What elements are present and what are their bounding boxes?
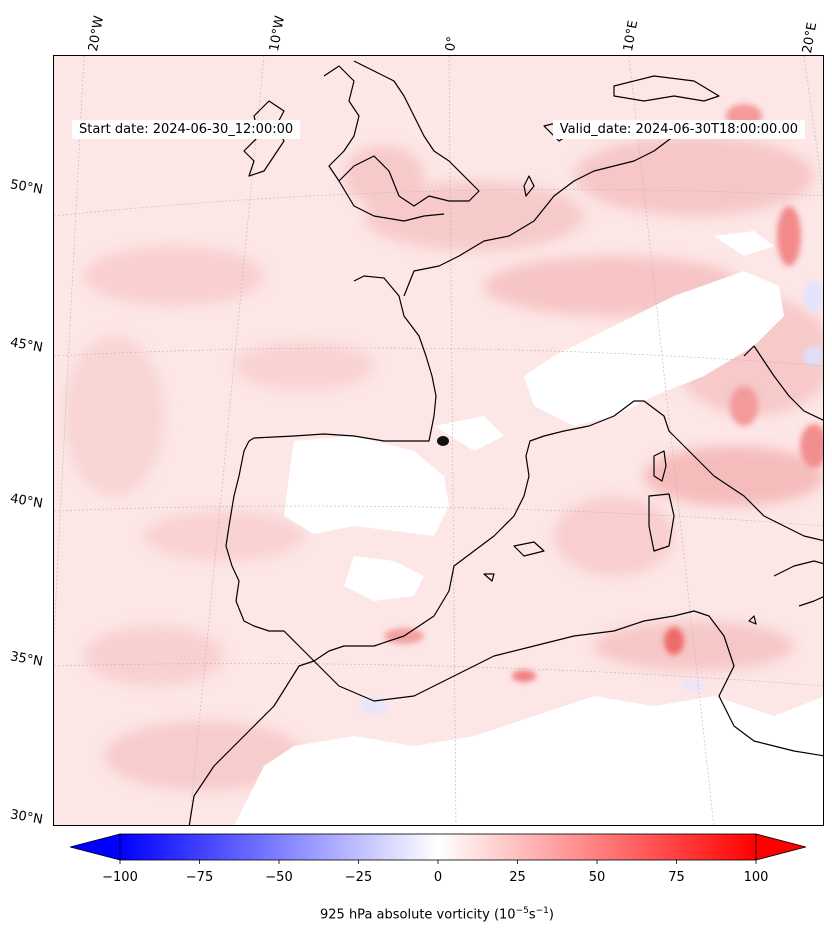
colorbar-title-exp2: −1 bbox=[535, 906, 549, 916]
colorbar-title: 925 hPa absolute vorticity (10−5s−1) bbox=[0, 906, 832, 922]
lat-label-30n: 30°N bbox=[8, 807, 44, 828]
vorticity-neutral-regions bbox=[234, 231, 823, 825]
graticule bbox=[54, 56, 823, 825]
colorbar-tick-label: 50 bbox=[588, 870, 606, 885]
valid-date-label: Valid_date: 2024-06-30T18:00:00.00 bbox=[552, 120, 805, 139]
colorbar-ticks bbox=[119, 860, 757, 864]
lat-label-35n: 35°N bbox=[8, 649, 44, 670]
start-date-label: Start date: 2024-06-30_12:00:00 bbox=[72, 120, 301, 139]
vorticity-map[interactable]: Start date: 2024-06-30_12:00:00 Valid_da… bbox=[53, 55, 824, 826]
colorbar-title-mid: s bbox=[528, 907, 536, 923]
location-marker[interactable] bbox=[437, 436, 449, 446]
map-canvas bbox=[54, 56, 823, 825]
colorbar-gradient bbox=[119, 833, 757, 861]
lon-label-10w: 10°W bbox=[267, 14, 289, 53]
colorbar-title-exp1: −5 bbox=[515, 906, 529, 916]
colorbar-tick-label: −50 bbox=[265, 870, 293, 885]
colorbar-tick-label: 100 bbox=[743, 870, 769, 885]
vorticity-positive-patches bbox=[64, 136, 823, 791]
colorbar-tick-label: −25 bbox=[344, 870, 373, 885]
lon-label-20w: 20°W bbox=[86, 14, 108, 53]
lat-label-40n: 40°N bbox=[8, 491, 44, 512]
colorbar-tick-label: 75 bbox=[668, 870, 685, 885]
lat-label-45n: 45°N bbox=[8, 335, 44, 356]
lon-label-20e: 20°E bbox=[800, 21, 821, 55]
colorbar bbox=[70, 833, 806, 864]
colorbar-title-text: 925 hPa absolute vorticity (10 bbox=[320, 907, 516, 923]
lat-label-50n: 50°N bbox=[8, 177, 44, 198]
colorbar-tick-label: 0 bbox=[433, 870, 443, 885]
colorbar-tick-label: −100 bbox=[102, 870, 138, 885]
lon-label-10e: 10°E bbox=[621, 19, 642, 53]
colorbar-extend-min bbox=[70, 833, 121, 861]
coastlines bbox=[188, 60, 823, 825]
colorbar-extend-max bbox=[755, 833, 806, 861]
colorbar-title-end: ) bbox=[548, 907, 554, 923]
colorbar-tick-label: 25 bbox=[509, 870, 526, 885]
lon-label-0: 0° bbox=[443, 35, 461, 53]
colorbar-tick-label: −75 bbox=[185, 870, 214, 885]
